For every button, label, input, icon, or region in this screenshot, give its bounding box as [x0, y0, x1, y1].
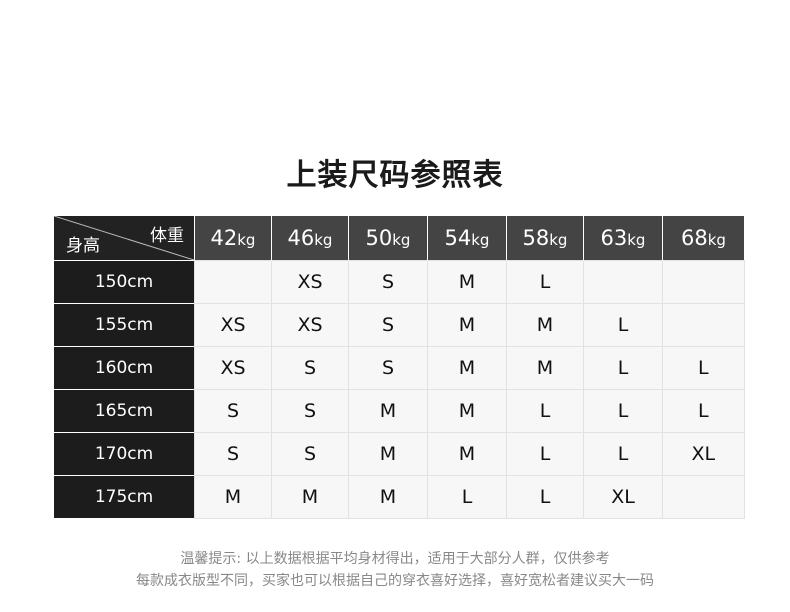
notes: 温馨提示: 以上数据根据平均身材得出，适用于大部分人群，仅供参考 每款成衣版型不…: [0, 548, 790, 592]
size-chart-table: 体重 身高 42kg 46kg 50kg 54kg 58kg 63kg 68kg 150cm…: [54, 216, 745, 519]
weight-value: 54: [444, 226, 472, 250]
diagonal-divider: [54, 216, 194, 260]
height-axis-label: 身高: [66, 236, 100, 256]
corner-header-cell: 体重 身高: [54, 216, 195, 261]
size-cell: XS: [194, 346, 272, 390]
header-row: 体重 身高 42kg 46kg 50kg 54kg 58kg 63kg 68kg: [54, 216, 744, 261]
weight-value: 42: [210, 226, 238, 250]
size-cell: S: [271, 432, 349, 476]
size-cell: L: [506, 389, 584, 433]
weight-unit: kg: [237, 231, 256, 249]
weight-value: 68: [681, 226, 708, 250]
size-cell: XS: [271, 260, 349, 304]
weight-value: 63: [600, 226, 628, 250]
page-title: 上装尺码参照表: [286, 158, 504, 193]
size-cell: L: [583, 432, 663, 476]
weight-value: 46: [287, 226, 315, 250]
weight-header-cell: 54kg: [427, 216, 507, 261]
size-cell: L: [583, 303, 663, 347]
size-cell: L: [427, 475, 507, 519]
height-cell: 155cm: [54, 303, 195, 347]
size-cell: M: [427, 303, 507, 347]
size-cell: S: [348, 260, 428, 304]
weight-unit: kg: [314, 231, 333, 249]
weight-header-cell: 46kg: [271, 216, 349, 261]
table-row: 165cm S S M M L L L: [54, 389, 745, 433]
size-cell: M: [427, 346, 507, 390]
table-row: 150cm XS S M L: [54, 260, 745, 304]
height-cell: 160cm: [54, 346, 195, 390]
size-cell: XL: [662, 432, 745, 476]
size-cell: [662, 260, 745, 304]
size-cell: XS: [271, 303, 349, 347]
size-cell: L: [506, 260, 584, 304]
size-cell: M: [427, 389, 507, 433]
table-row: 175cm M M M L L XL: [54, 475, 745, 519]
size-cell: M: [427, 432, 507, 476]
weight-header-cell: 50kg: [348, 216, 428, 261]
size-cell: M: [348, 432, 428, 476]
size-cell: S: [194, 389, 272, 433]
size-cell: [662, 475, 745, 519]
table-row: 155cm XS XS S M M L: [54, 303, 745, 347]
size-cell: L: [662, 346, 745, 390]
size-cell: M: [271, 475, 349, 519]
size-cell: S: [271, 389, 349, 433]
size-cell: XL: [583, 475, 663, 519]
size-cell: L: [506, 432, 584, 476]
size-cell: M: [427, 260, 507, 304]
weight-header-cell: 68kg: [662, 216, 744, 261]
size-cell: L: [583, 389, 663, 433]
weight-axis-label: 体重: [150, 226, 184, 246]
weight-header-cell: 58kg: [506, 216, 584, 261]
note-line: 每款成衣版型不同，买家也可以根据自己的穿衣喜好选择，喜好宽松者建议买大一码: [136, 573, 654, 589]
size-cell: L: [583, 346, 663, 390]
table-row: 160cm XS S S M M L L: [54, 346, 745, 390]
size-cell: XS: [194, 303, 272, 347]
size-cell: S: [194, 432, 272, 476]
height-cell: 150cm: [54, 260, 195, 304]
size-cell: S: [348, 346, 428, 390]
height-cell: 170cm: [54, 432, 195, 476]
weight-unit: kg: [549, 231, 568, 249]
weight-unit: kg: [707, 231, 726, 249]
size-cell: [662, 303, 745, 347]
table-row: 170cm S S M M L L XL: [54, 432, 745, 476]
size-cell: M: [194, 475, 272, 519]
weight-header-cell: 63kg: [583, 216, 663, 261]
height-cell: 165cm: [54, 389, 195, 433]
note-line: 温馨提示: 以上数据根据平均身材得出，适用于大部分人群，仅供参考: [180, 551, 610, 567]
weight-unit: kg: [627, 231, 646, 249]
size-cell: S: [348, 303, 428, 347]
size-cell: M: [348, 475, 428, 519]
size-cell: L: [662, 389, 745, 433]
size-cell: [194, 260, 272, 304]
weight-unit: kg: [392, 231, 411, 249]
size-cell: L: [506, 475, 584, 519]
size-cell: [583, 260, 663, 304]
weight-header-cell: 42kg: [194, 216, 272, 261]
size-cell: M: [348, 389, 428, 433]
height-cell: 175cm: [54, 475, 195, 518]
size-cell: S: [271, 346, 349, 390]
size-cell: M: [506, 303, 584, 347]
weight-unit: kg: [471, 231, 490, 249]
weight-value: 58: [522, 226, 550, 250]
size-cell: M: [506, 346, 584, 390]
weight-value: 50: [365, 226, 393, 250]
